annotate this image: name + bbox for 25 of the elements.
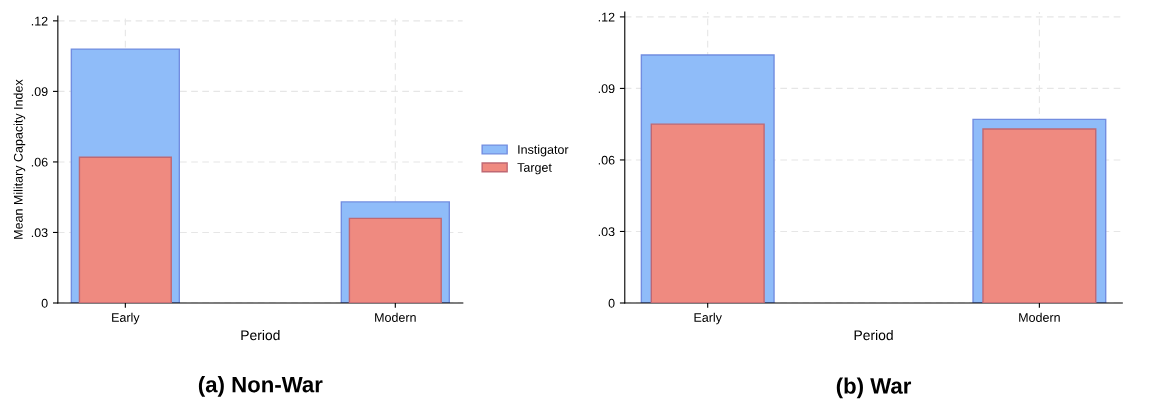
bar bbox=[348, 217, 442, 303]
x-tick-label: Early bbox=[694, 312, 722, 325]
y-tick-label: .12 bbox=[598, 12, 615, 22]
x-tick-label: Modern bbox=[1019, 312, 1060, 322]
y-axis-title: Mean Military Capacity Index bbox=[13, 79, 26, 239]
text: (a) Non-War bbox=[198, 376, 323, 397]
bar bbox=[650, 123, 765, 303]
x-tick-label: Modern bbox=[375, 312, 416, 322]
x-axis-title: Period bbox=[854, 329, 893, 341]
y-tick-label: .09 bbox=[31, 87, 48, 97]
y-tick-label: .03 bbox=[598, 227, 615, 237]
y-tick-label: .03 bbox=[31, 228, 48, 238]
y-tick-label: .06 bbox=[598, 155, 615, 165]
x-axis-title: Period bbox=[241, 329, 280, 341]
bar bbox=[78, 156, 172, 303]
x-tick-label: Early bbox=[112, 312, 140, 325]
y-tick-label: 0 bbox=[608, 298, 615, 308]
legend-label: Target bbox=[517, 163, 552, 175]
y-tick-label: 0 bbox=[41, 298, 48, 308]
y-tick-label: .06 bbox=[31, 157, 48, 167]
text: (b) War bbox=[836, 377, 912, 399]
y-tick-label: .09 bbox=[598, 84, 615, 94]
legend-label: Instigator bbox=[518, 144, 569, 157]
bar bbox=[982, 128, 1097, 303]
y-tick-label: .12 bbox=[31, 16, 48, 26]
